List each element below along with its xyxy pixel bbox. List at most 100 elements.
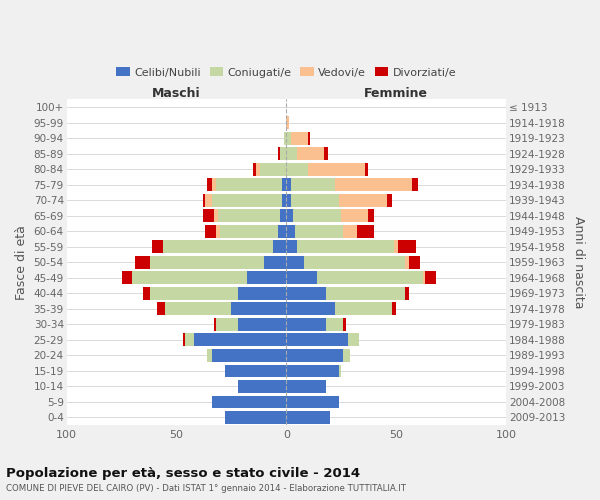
Bar	[265, 256, 286, 268]
Bar	[163, 240, 273, 253]
Bar	[278, 225, 286, 237]
Bar	[207, 178, 212, 191]
Bar	[212, 396, 286, 408]
Bar	[286, 240, 297, 253]
Text: Maschi: Maschi	[152, 88, 201, 101]
Bar	[278, 148, 280, 160]
Bar	[317, 272, 422, 284]
Bar	[212, 178, 216, 191]
Bar	[260, 163, 286, 175]
Bar	[286, 256, 304, 268]
Bar	[295, 225, 343, 237]
Bar	[150, 287, 238, 300]
Bar	[297, 240, 394, 253]
Bar	[203, 194, 205, 206]
Bar	[286, 411, 330, 424]
Bar	[365, 163, 368, 175]
Bar	[216, 178, 282, 191]
Bar	[152, 240, 163, 253]
Bar	[286, 287, 326, 300]
Bar	[253, 163, 256, 175]
Bar	[297, 148, 323, 160]
Bar	[341, 210, 368, 222]
Bar	[282, 178, 286, 191]
Text: Femmine: Femmine	[364, 88, 428, 101]
Bar	[290, 178, 335, 191]
Bar	[143, 287, 150, 300]
Bar	[339, 194, 388, 206]
Bar	[348, 334, 359, 346]
Bar	[185, 334, 194, 346]
Bar	[216, 318, 238, 330]
Bar	[286, 302, 335, 315]
Bar	[238, 287, 286, 300]
Bar	[214, 210, 218, 222]
Bar	[183, 334, 185, 346]
Bar	[286, 148, 297, 160]
Text: Popolazione per età, sesso e stato civile - 2014: Popolazione per età, sesso e stato civil…	[6, 468, 360, 480]
Bar	[286, 364, 339, 377]
Bar	[343, 225, 356, 237]
Bar	[273, 240, 286, 253]
Bar	[256, 163, 260, 175]
Bar	[422, 272, 425, 284]
Bar	[304, 256, 405, 268]
Bar	[409, 256, 421, 268]
Bar	[218, 210, 280, 222]
Bar	[326, 318, 343, 330]
Bar	[216, 225, 220, 237]
Bar	[286, 210, 293, 222]
Y-axis label: Anni di nascita: Anni di nascita	[572, 216, 585, 308]
Bar	[220, 225, 278, 237]
Bar	[405, 287, 409, 300]
Bar	[225, 364, 286, 377]
Bar	[286, 272, 317, 284]
Bar	[286, 396, 339, 408]
Bar	[282, 194, 286, 206]
Legend: Celibi/Nubili, Coniugati/e, Vedovi/e, Divorziati/e: Celibi/Nubili, Coniugati/e, Vedovi/e, Di…	[112, 62, 461, 82]
Bar	[394, 240, 398, 253]
Bar	[290, 132, 308, 144]
Bar	[405, 256, 409, 268]
Bar	[150, 256, 265, 268]
Bar	[225, 411, 286, 424]
Bar	[308, 132, 310, 144]
Bar	[280, 148, 286, 160]
Bar	[388, 194, 392, 206]
Bar	[286, 178, 290, 191]
Bar	[286, 225, 295, 237]
Bar	[212, 194, 282, 206]
Bar	[157, 302, 166, 315]
Bar	[238, 318, 286, 330]
Bar	[412, 178, 418, 191]
Bar	[286, 194, 290, 206]
Text: COMUNE DI PIEVE DEL CAIRO (PV) - Dati ISTAT 1° gennaio 2014 - Elaborazione TUTTI: COMUNE DI PIEVE DEL CAIRO (PV) - Dati IS…	[6, 484, 406, 493]
Bar	[232, 302, 286, 315]
Bar	[284, 132, 286, 144]
Bar	[343, 318, 346, 330]
Bar	[122, 272, 133, 284]
Bar	[398, 240, 416, 253]
Bar	[205, 225, 216, 237]
Bar	[205, 194, 212, 206]
Bar	[425, 272, 436, 284]
Bar	[280, 210, 286, 222]
Bar	[212, 349, 286, 362]
Bar	[308, 163, 365, 175]
Bar	[286, 132, 290, 144]
Bar	[207, 349, 212, 362]
Bar	[214, 318, 216, 330]
Bar	[286, 163, 308, 175]
Bar	[286, 318, 326, 330]
Bar	[134, 256, 150, 268]
Bar	[368, 210, 374, 222]
Y-axis label: Fasce di età: Fasce di età	[15, 225, 28, 300]
Bar	[133, 272, 247, 284]
Bar	[339, 364, 341, 377]
Bar	[335, 178, 412, 191]
Bar	[326, 287, 405, 300]
Bar	[203, 210, 214, 222]
Bar	[335, 302, 392, 315]
Bar	[194, 334, 286, 346]
Bar	[286, 116, 289, 129]
